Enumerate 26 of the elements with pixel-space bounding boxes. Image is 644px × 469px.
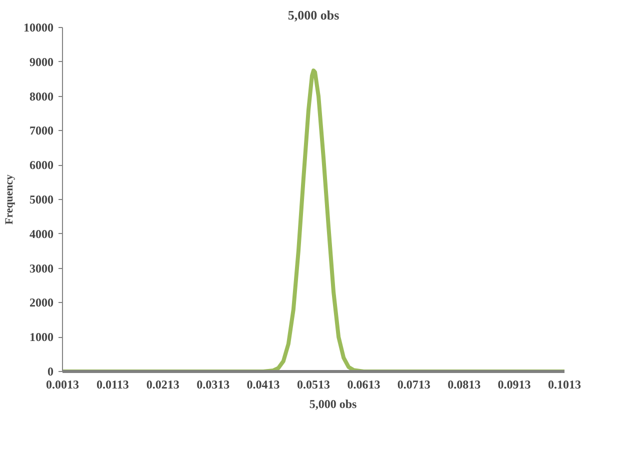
- x-tick-label: 0.0313: [196, 378, 230, 392]
- y-tick-label: 10000: [24, 20, 54, 34]
- x-tick-label: 0.0213: [146, 378, 180, 392]
- x-tick-label: 0.0113: [96, 378, 129, 392]
- y-axis-title: Frequency: [4, 174, 16, 224]
- x-tick-label: 0.0613: [347, 378, 380, 392]
- x-tick-label: 0.0913: [498, 378, 531, 392]
- x-tick-label: 0.1013: [548, 378, 581, 392]
- x-tick-label: 0.0013: [46, 378, 79, 392]
- y-tick-label: 6000: [30, 158, 54, 172]
- y-tick-label: 3000: [30, 261, 54, 276]
- y-tick-label: 2000: [30, 296, 54, 310]
- y-tick-label: 1000: [30, 330, 54, 344]
- y-tick-label: 4000: [30, 226, 54, 241]
- y-tick-label: 5000: [30, 192, 54, 206]
- y-tick-label: 7000: [30, 124, 54, 138]
- line-series: [62, 68, 564, 372]
- text: 5,000 obs: [309, 396, 357, 412]
- y-tick-label: 8000: [30, 89, 54, 104]
- y-tick-label: 9000: [30, 54, 54, 69]
- x-tick-label: 0.0813: [448, 378, 481, 392]
- x-tick-label: 0.0713: [397, 378, 430, 392]
- x-tick-label: 0.0413: [246, 378, 280, 392]
- x-tick-label: 0.0513: [297, 378, 330, 392]
- chart-title: 5,000 obs: [288, 8, 340, 22]
- y-tick-label: 0: [48, 364, 54, 378]
